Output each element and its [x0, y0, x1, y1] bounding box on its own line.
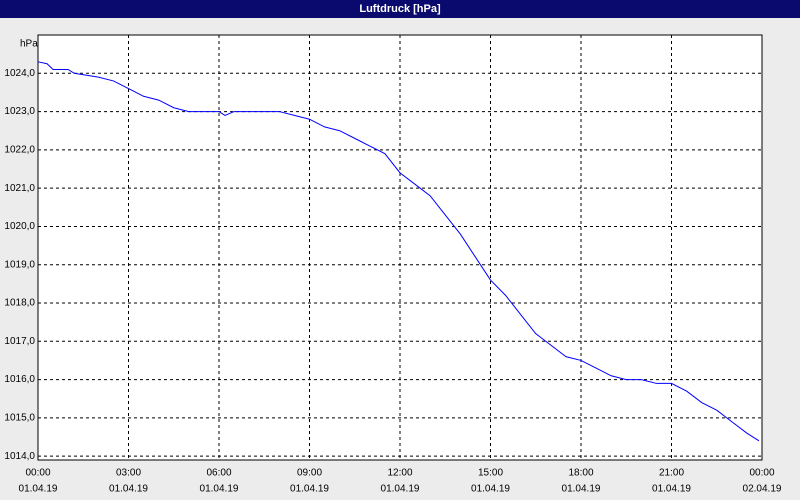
x-tick-date: 01.04.19	[200, 484, 239, 495]
y-axis-label: hPa	[20, 39, 38, 50]
y-tick-label: 1023,0	[4, 106, 35, 117]
y-tick-label: 1022,0	[4, 145, 35, 156]
x-tick-label: 21:00	[659, 468, 684, 479]
x-tick-date: 01.04.19	[381, 484, 420, 495]
title-bar	[0, 0, 800, 18]
x-tick-label: 15:00	[478, 468, 503, 479]
x-tick-date: 02.04.19	[743, 484, 782, 495]
x-tick-date: 01.04.19	[471, 484, 510, 495]
x-tick-label: 09:00	[297, 468, 322, 479]
x-tick-label: 12:00	[387, 468, 412, 479]
y-tick-label: 1021,0	[4, 183, 35, 194]
y-tick-label: 1019,0	[4, 259, 35, 270]
y-tick-label: 1020,0	[4, 221, 35, 232]
x-tick-label: 18:00	[568, 468, 593, 479]
y-tick-label: 1017,0	[4, 336, 35, 347]
chart-title: Luftdruck [hPa]	[359, 3, 441, 15]
y-tick-label: 1018,0	[4, 298, 35, 309]
x-tick-label: 00:00	[25, 468, 50, 479]
x-tick-date: 01.04.19	[109, 484, 148, 495]
x-tick-label: 00:00	[749, 468, 774, 479]
x-tick-date: 01.04.19	[19, 484, 58, 495]
x-tick-label: 03:00	[116, 468, 141, 479]
x-tick-label: 06:00	[206, 468, 231, 479]
y-tick-label: 1024,0	[4, 68, 35, 79]
y-tick-label: 1015,0	[4, 413, 35, 424]
x-tick-date: 01.04.19	[290, 484, 329, 495]
x-tick-date: 01.04.19	[652, 484, 691, 495]
x-tick-date: 01.04.19	[562, 484, 601, 495]
y-tick-label: 1016,0	[4, 374, 35, 385]
y-tick-label: 1014,0	[4, 451, 35, 462]
data-line	[37, 61, 760, 442]
